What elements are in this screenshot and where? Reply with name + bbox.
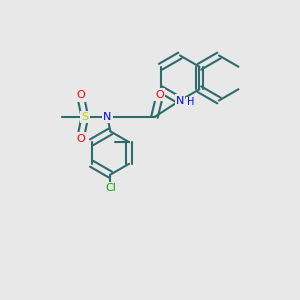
Text: O: O — [76, 90, 85, 100]
Text: N: N — [176, 95, 184, 106]
Text: H: H — [187, 97, 195, 107]
Text: O: O — [76, 134, 85, 144]
Text: O: O — [155, 89, 164, 100]
Text: N: N — [103, 112, 112, 122]
Text: Cl: Cl — [105, 183, 116, 193]
Text: S: S — [81, 112, 88, 122]
